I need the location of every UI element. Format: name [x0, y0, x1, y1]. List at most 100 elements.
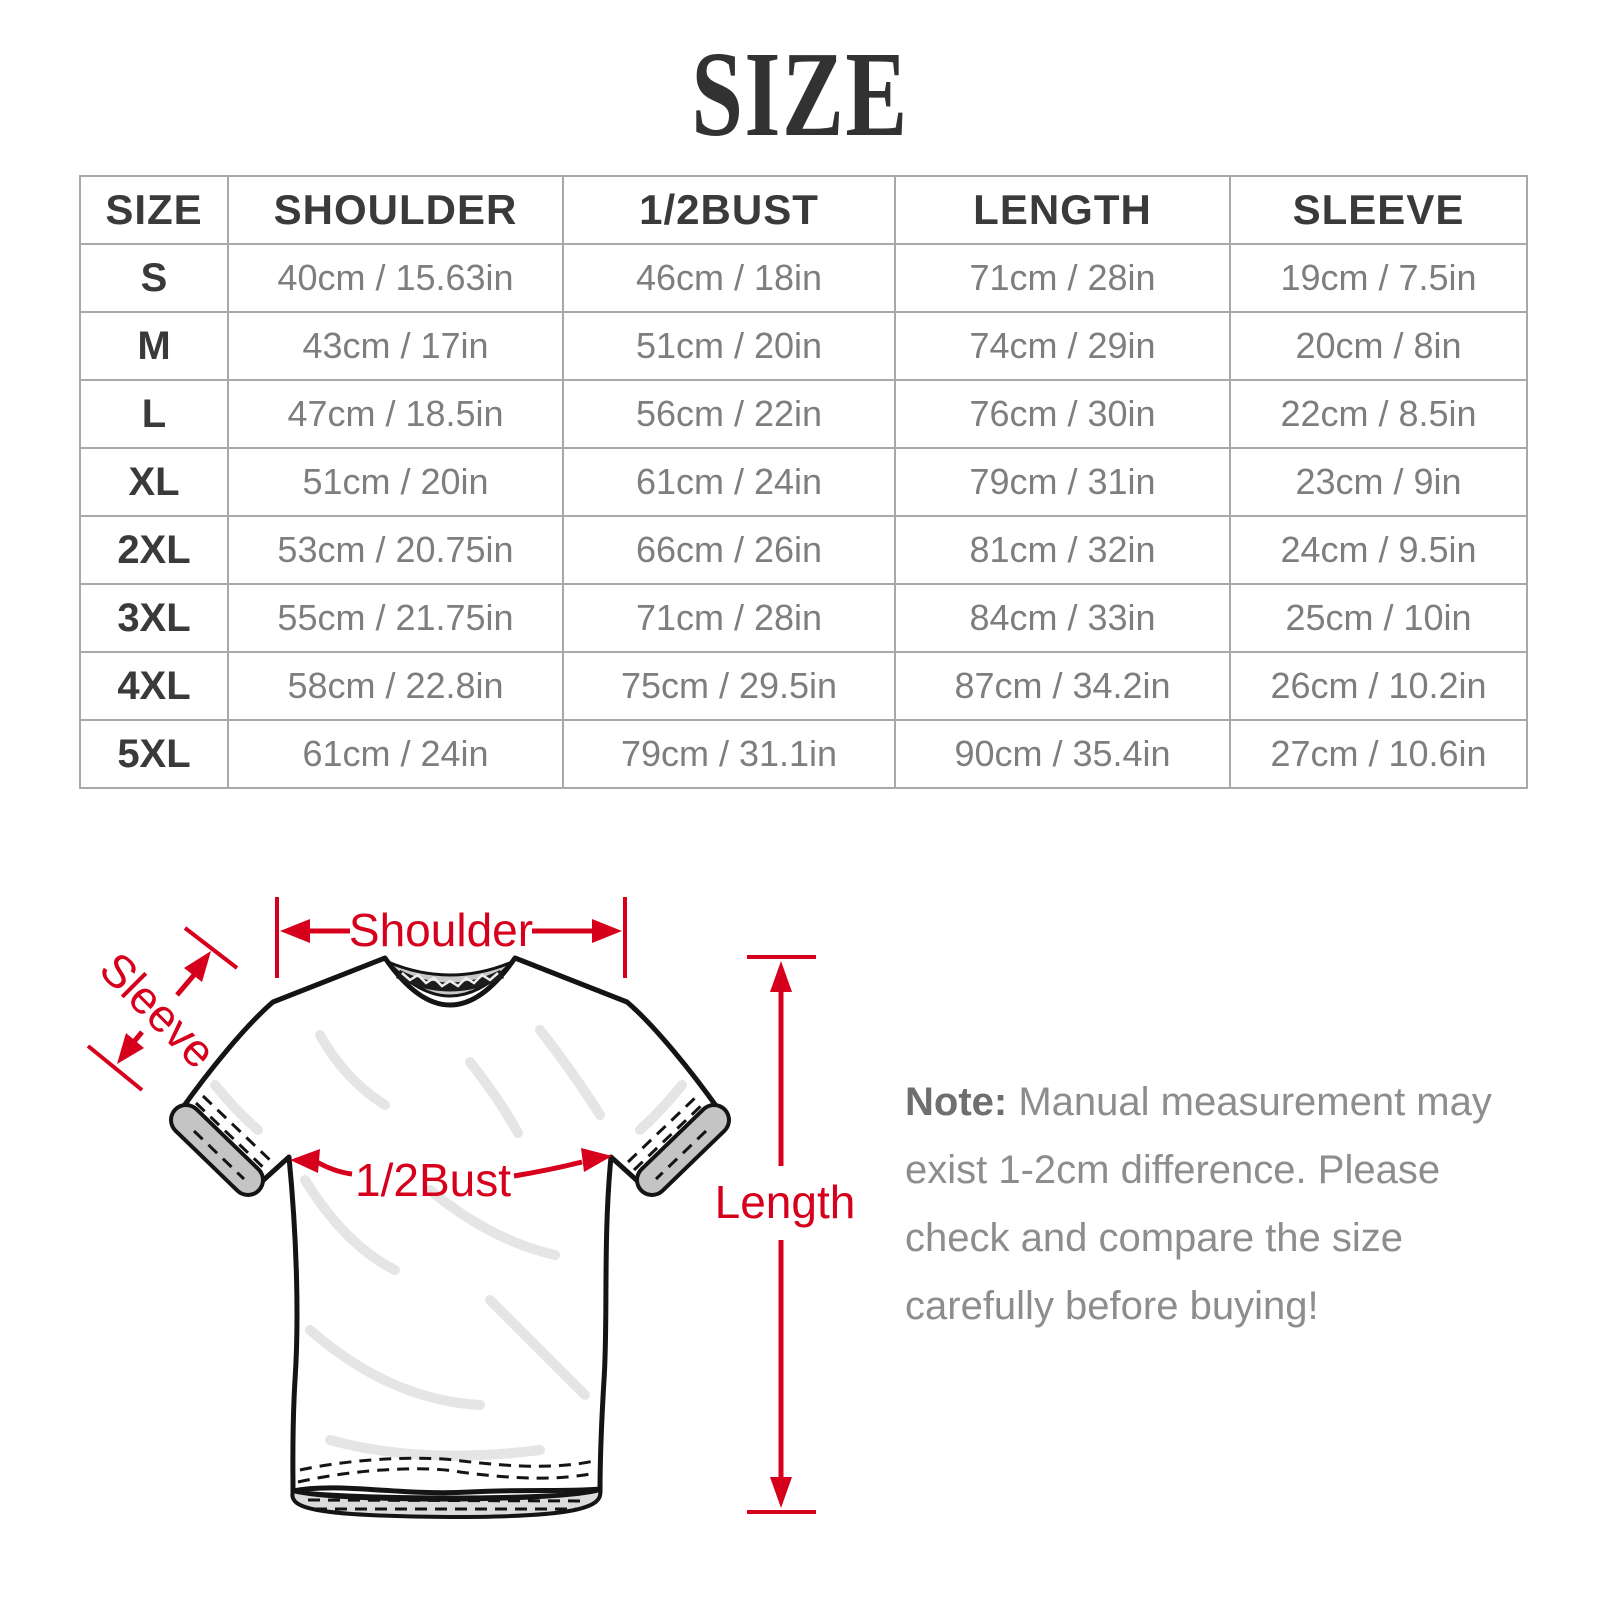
length-value-cell: 81cm / 32in: [894, 515, 1231, 585]
sleeve-value-cell: 24cm / 9.5in: [1229, 515, 1528, 585]
page-title: SIZE: [691, 27, 909, 162]
table-row: 5XL 61cm / 24in 79cm / 31.1in 90cm / 35.…: [79, 719, 1528, 789]
sleeve-value-cell: 23cm / 9in: [1229, 447, 1528, 517]
left-sleeve-stitch: [201, 1094, 274, 1164]
length-value-cell: 79cm / 31in: [894, 447, 1231, 517]
table-header-row: SIZE SHOULDER 1/2BUST LENGTH SLEEVE: [79, 175, 1528, 245]
bust-value-cell: 79cm / 31.1in: [562, 719, 896, 789]
column-header-size: SIZE: [79, 175, 229, 245]
table-row: S 40cm / 15.63in 46cm / 18in 71cm / 28in…: [79, 243, 1528, 313]
sleeve-value-cell: 20cm / 8in: [1229, 311, 1528, 381]
hem-stitch: [299, 1456, 595, 1472]
length-value-cell: 74cm / 29in: [894, 311, 1231, 381]
note-text: Manual measurement may exist 1-2cm diffe…: [905, 1080, 1492, 1328]
shoulder-value-cell: 40cm / 15.63in: [227, 243, 564, 313]
arrow-up-icon: [770, 961, 792, 992]
shoulder-value-cell: 61cm / 24in: [227, 719, 564, 789]
left-cuff-stitch: [192, 1129, 246, 1181]
arrow-left-icon: [280, 919, 310, 943]
collar-zigzag-stitch: [401, 972, 499, 988]
measurement-note: Note: Manual measurement may exist 1-2cm…: [905, 1068, 1523, 1340]
hem-band-stitch: [307, 1498, 587, 1503]
right-sleeve-stitch: [632, 1101, 706, 1172]
bust-dimension: 1/2Bust: [290, 1148, 612, 1206]
shoulder-value-cell: 58cm / 22.8in: [227, 651, 564, 721]
sleeve-value-cell: 22cm / 8.5in: [1229, 379, 1528, 449]
tshirt-outline: [178, 955, 722, 1501]
arrow-down-left-icon: [117, 1033, 144, 1064]
table-row: 4XL 58cm / 22.8in 75cm / 29.5in 87cm / 3…: [79, 651, 1528, 721]
length-value-cell: 87cm / 34.2in: [894, 651, 1231, 721]
size-cell: S: [79, 243, 229, 313]
size-cell: 5XL: [79, 719, 229, 789]
wrinkle: [485, 1295, 590, 1400]
bust-value-cell: 51cm / 20in: [562, 311, 896, 381]
size-cell: XL: [79, 447, 229, 517]
sleeve-value-cell: 27cm / 10.6in: [1229, 719, 1528, 789]
wrinkle: [465, 1057, 523, 1138]
size-table: SIZE SHOULDER 1/2BUST LENGTH SLEEVE S 40…: [79, 175, 1528, 789]
arrow-right-icon: [581, 1148, 612, 1172]
length-value-cell: 76cm / 30in: [894, 379, 1231, 449]
bust-value-cell: 75cm / 29.5in: [562, 651, 896, 721]
length-value-cell: 84cm / 33in: [894, 583, 1231, 653]
table-row: 3XL 55cm / 21.75in 71cm / 28in 84cm / 33…: [79, 583, 1528, 653]
wrinkle: [300, 1175, 400, 1275]
size-cell: L: [79, 379, 229, 449]
left-cuff: [173, 1107, 261, 1193]
bust-value-cell: 46cm / 18in: [562, 243, 896, 313]
table-row: 2XL 53cm / 20.75in 66cm / 26in 81cm / 32…: [79, 515, 1528, 585]
tshirt-measure-diagram: Shoulder Sleeve 1/2Bust Lengt: [86, 897, 856, 1520]
shoulder-value-cell: 53cm / 20.75in: [227, 515, 564, 585]
shoulder-value-cell: 55cm / 21.75in: [227, 583, 564, 653]
length-value-cell: 90cm / 35.4in: [894, 719, 1231, 789]
shoulder-value-cell: 43cm / 17in: [227, 311, 564, 381]
length-dimension: Length: [715, 955, 856, 1514]
arrow-left-icon: [290, 1149, 320, 1173]
hem-stitch: [297, 1467, 597, 1484]
wrinkle: [210, 1080, 263, 1135]
page-title-wrap: SIZE: [0, 34, 1600, 156]
size-cell: 3XL: [79, 583, 229, 653]
table-row: XL 51cm / 20in 61cm / 24in 79cm / 31in 2…: [79, 447, 1528, 517]
arrow-down-icon: [770, 1477, 792, 1508]
column-header-shoulder: SHOULDER: [227, 175, 564, 245]
shoulder-dimension: Shoulder: [275, 897, 627, 978]
size-cell: 4XL: [79, 651, 229, 721]
arrow-up-right-icon: [184, 951, 211, 982]
right-cuff-stitch: [654, 1129, 708, 1181]
bust-line-right: [513, 1159, 583, 1179]
shoulder-value-cell: 51cm / 20in: [227, 447, 564, 517]
sleeve-line-top: [175, 973, 196, 997]
right-cuff: [639, 1107, 727, 1193]
bust-label: 1/2Bust: [355, 1154, 511, 1206]
length-label: Length: [715, 1176, 856, 1228]
bust-value-cell: 71cm / 28in: [562, 583, 896, 653]
arrow-right-icon: [592, 919, 622, 943]
wrinkle: [425, 1185, 560, 1260]
left-sleeve-stitch: [194, 1101, 268, 1172]
tshirt-illustration: [169, 955, 731, 1520]
bust-value-cell: 66cm / 26in: [562, 515, 896, 585]
size-cell: 2XL: [79, 515, 229, 585]
wrinkle: [315, 1030, 390, 1110]
bust-value-cell: 56cm / 22in: [562, 379, 896, 449]
column-header-bust: 1/2BUST: [562, 175, 896, 245]
bust-value-cell: 61cm / 24in: [562, 447, 896, 517]
table-row: L 47cm / 18.5in 56cm / 22in 76cm / 30in …: [79, 379, 1528, 449]
wrinkle: [305, 1325, 485, 1410]
size-cell: M: [79, 311, 229, 381]
hem-fold-line: [292, 1485, 601, 1496]
bust-line-left: [315, 1159, 353, 1177]
sleeve-value-cell: 25cm / 10in: [1229, 583, 1528, 653]
wrinkle: [635, 1080, 687, 1135]
collar-inner: [386, 960, 514, 998]
sleeve-tick-bottom: [86, 1044, 144, 1092]
wrinkle: [325, 1435, 545, 1461]
sleeve-value-cell: 26cm / 10.2in: [1229, 651, 1528, 721]
sleeve-value-cell: 19cm / 7.5in: [1229, 243, 1528, 313]
shoulder-value-cell: 47cm / 18.5in: [227, 379, 564, 449]
column-header-sleeve: SLEEVE: [1229, 175, 1528, 245]
wrinkle: [535, 1025, 605, 1120]
